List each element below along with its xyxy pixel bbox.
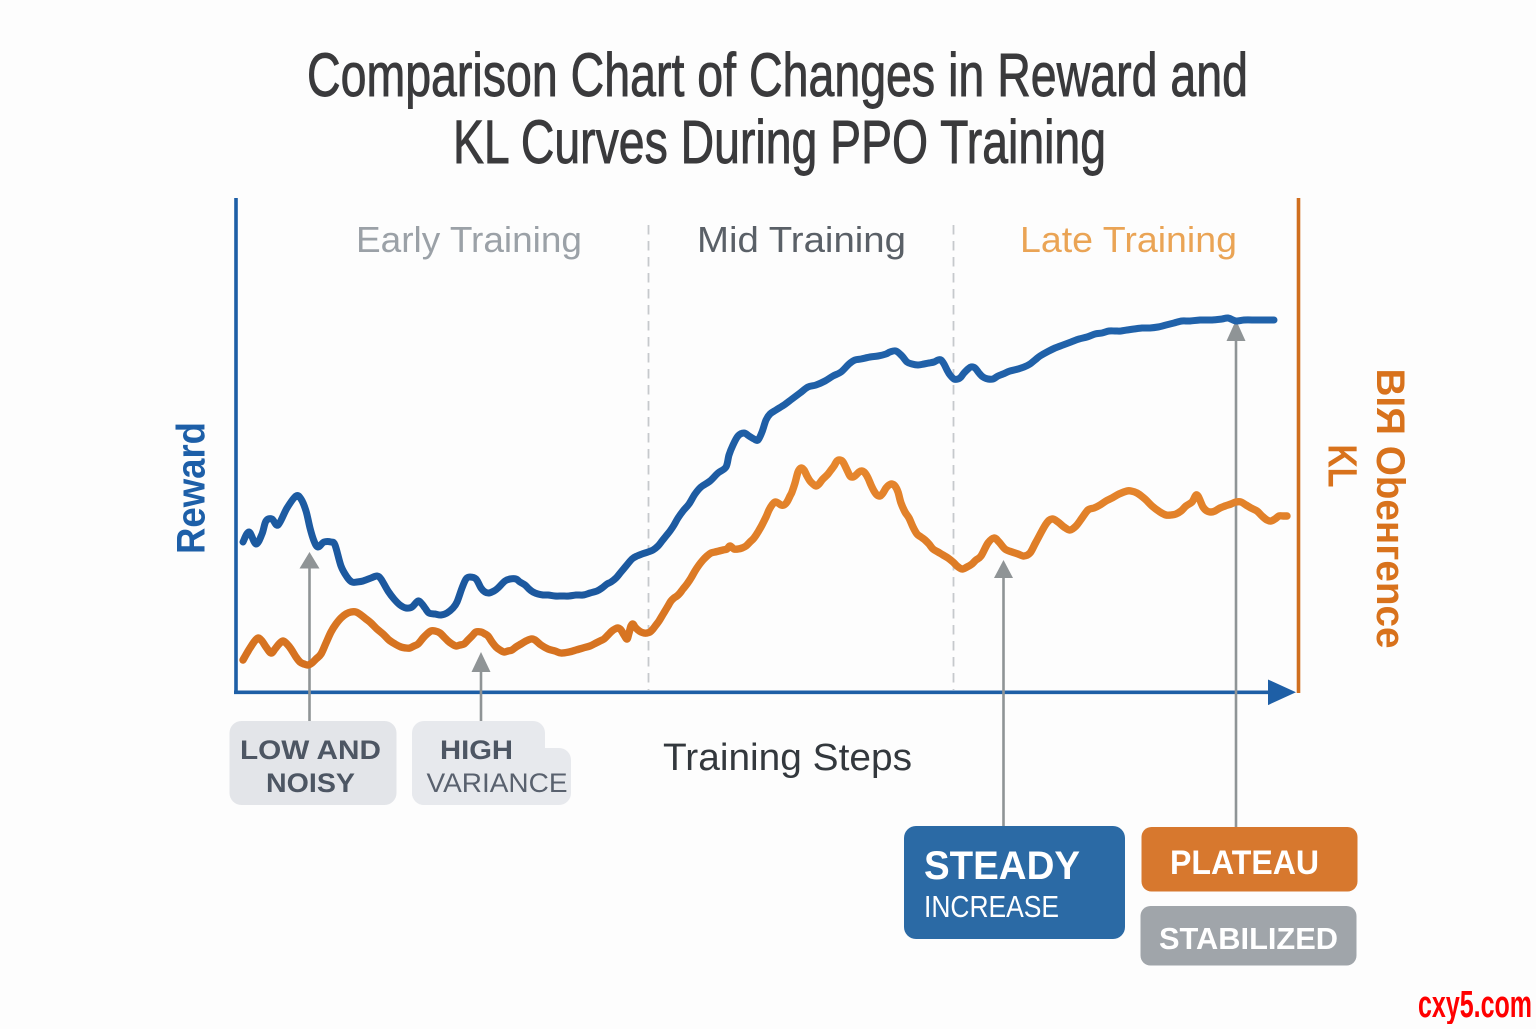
svg-text:STEADY: STEADY [924,844,1080,888]
svg-text:cxy5.com: cxy5.com [1418,984,1532,1024]
svg-text:KL Curves During PPO Training: KL Curves During PPO Training [453,108,1106,176]
svg-text:Training Steps: Training Steps [663,737,912,779]
svg-text:HIGH: HIGH [440,735,513,765]
svg-text:KL: KL [1320,445,1366,488]
svg-text:PLATEAU: PLATEAU [1170,844,1319,882]
svg-text:Late Training: Late Training [1020,219,1237,260]
svg-text:LOW AND: LOW AND [240,735,381,765]
svg-text:INCREASE: INCREASE [924,889,1059,924]
svg-text:Mid Training: Mid Training [697,219,906,260]
svg-text:Early Training: Early Training [356,219,582,260]
svg-text:NOISY: NOISY [266,768,355,798]
svg-text:Comparison Chart of Changes in: Comparison Chart of Changes in Reward an… [307,41,1248,109]
svg-text:ВІЯ Obeнгence: ВІЯ Obeнгence [1368,369,1412,649]
svg-text:Reward: Reward [170,422,214,554]
svg-text:VARIANCE: VARIANCE [427,768,568,798]
svg-text:STABILIZED: STABILIZED [1159,921,1338,956]
